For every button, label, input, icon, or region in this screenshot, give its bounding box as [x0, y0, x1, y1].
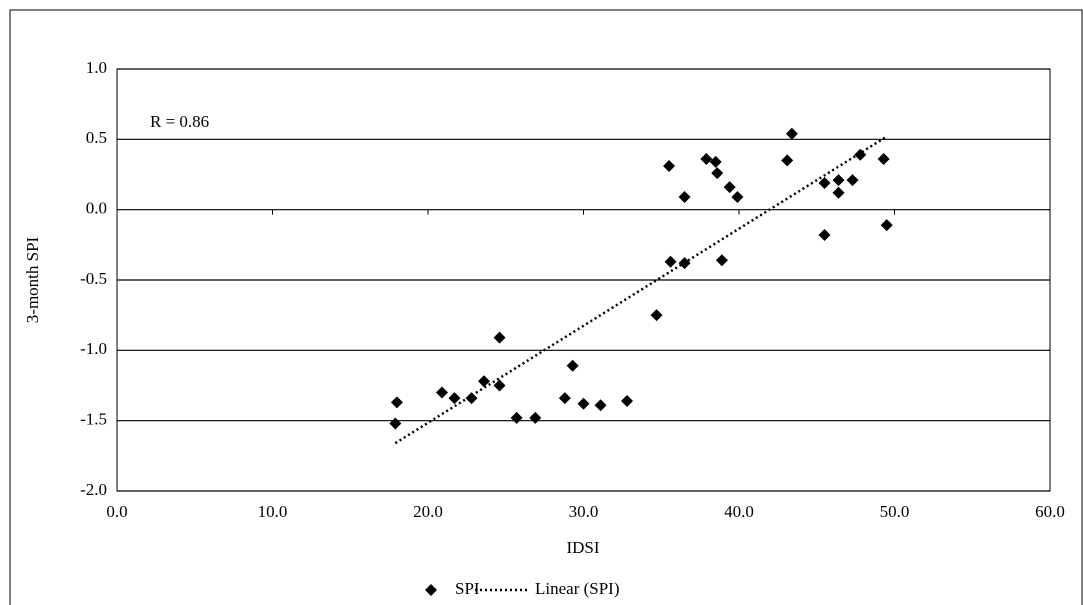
trendline [394, 135, 888, 445]
point [715, 254, 728, 267]
point [832, 186, 845, 199]
point [818, 228, 831, 241]
point [493, 379, 506, 392]
point [558, 392, 571, 405]
y-tick-label: 1.0 [86, 58, 107, 77]
annotation: R = 0.86 [150, 112, 209, 131]
point [877, 153, 890, 166]
point [390, 396, 403, 409]
point [781, 154, 794, 167]
y-tick-label: -2.0 [80, 480, 107, 499]
x-tick-label: 20.0 [413, 502, 443, 521]
point [709, 155, 722, 168]
point [435, 386, 448, 399]
y-tick-label: -0.5 [80, 269, 107, 288]
point [731, 191, 744, 204]
point [846, 174, 859, 187]
point [785, 127, 798, 140]
point [621, 394, 634, 407]
point [448, 392, 461, 405]
y-axis-title: 3-month SPI [23, 236, 42, 323]
point [465, 392, 478, 405]
x-tick-label: 40.0 [724, 502, 754, 521]
point [711, 167, 724, 180]
point [510, 411, 523, 424]
point [389, 417, 402, 430]
point [700, 153, 713, 166]
point [664, 255, 677, 268]
x-axis-title: IDSI [566, 538, 599, 557]
point [594, 399, 607, 412]
y-tick-label: -1.5 [80, 410, 107, 429]
x-tick-label: 50.0 [880, 502, 910, 521]
point [493, 331, 506, 344]
y-tick-label: 0.0 [86, 199, 107, 218]
y-tick-label: 0.5 [86, 128, 107, 147]
x-tick-label: 0.0 [106, 502, 127, 521]
y-tick-label: -1.0 [80, 339, 107, 358]
point [723, 181, 736, 194]
point [663, 160, 676, 173]
point [577, 397, 590, 410]
x-tick-label: 30.0 [569, 502, 599, 521]
legend-label: Linear (SPI) [535, 579, 620, 598]
x-tick-label: 10.0 [258, 502, 288, 521]
chart-border [9, 9, 1083, 605]
legend-label: SPI [455, 579, 480, 598]
point [650, 309, 663, 322]
point [566, 359, 579, 372]
point [880, 219, 893, 232]
x-tick-label: 60.0 [1035, 502, 1065, 521]
point [854, 148, 867, 161]
point [818, 176, 831, 189]
legend-marker [425, 584, 437, 596]
point [832, 174, 845, 187]
point [529, 411, 542, 424]
point [477, 375, 490, 388]
point [678, 191, 691, 204]
